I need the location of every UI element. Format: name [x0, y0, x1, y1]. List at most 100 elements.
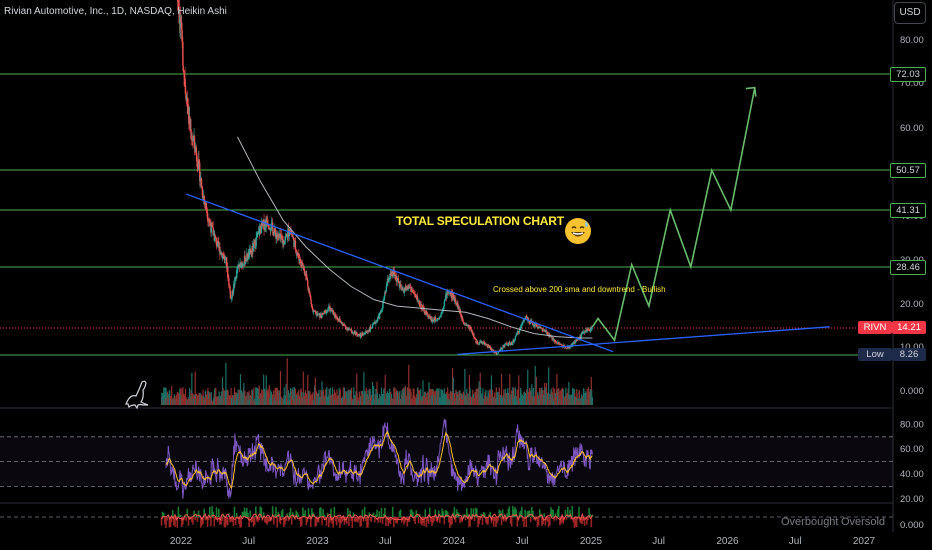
volume-bar [237, 389, 239, 405]
candle-body [406, 287, 409, 290]
volume-bar [550, 388, 552, 405]
candle-body [504, 343, 506, 345]
volume-bar [588, 391, 591, 405]
candle-body [450, 292, 453, 299]
lower-hist-bar [345, 517, 348, 524]
lower-hist-bar [415, 510, 418, 517]
volume-bar [511, 391, 513, 405]
currency-button[interactable]: USD [894, 2, 926, 24]
lower-hist-bar [502, 517, 505, 522]
candle-body [225, 257, 228, 268]
candle-body [328, 306, 330, 310]
lower-hist-bar [268, 517, 271, 522]
candle-body [291, 234, 293, 237]
volume-bar [494, 398, 496, 405]
candle-body [206, 209, 208, 214]
candle-body [523, 319, 526, 321]
lower-hist-bar [316, 517, 319, 523]
lower-hist-bar [571, 506, 574, 517]
lower-hist-bar [446, 511, 449, 517]
candle-body [590, 328, 593, 330]
lower-hist-bar [455, 509, 458, 517]
volume-bar [506, 388, 509, 405]
candle-body [266, 217, 268, 222]
lower-hist-bar [541, 517, 543, 527]
lower-hist-bar [508, 506, 511, 517]
lower-hist-bar [355, 517, 358, 522]
level-tag-28: 28.46 [890, 260, 926, 275]
volume-bar [287, 390, 289, 405]
lower-hist-bar [413, 517, 415, 522]
candle-body [522, 322, 524, 324]
price-axis[interactable]: 10.0020.0030.0040.0060.0070.0080.000.000… [900, 35, 924, 531]
volume-bar [564, 396, 566, 405]
volume-bar [258, 398, 261, 405]
lower-hist-bar [259, 506, 262, 517]
volume-bar [498, 387, 500, 405]
candle-body [439, 315, 441, 317]
volume-bar [373, 399, 375, 405]
candle-body [310, 299, 312, 305]
lower-hist-bar [210, 517, 212, 527]
candle-body [379, 312, 382, 314]
candle-body [206, 213, 209, 220]
lower-hist-bar [286, 513, 289, 517]
candle-body [283, 243, 285, 245]
candle-body [270, 223, 273, 230]
time-axis[interactable]: 2022 Jul 2023 Jul 2024 Jul 2025 Jul 2026 Jul 2027 [170, 536, 876, 547]
lower-hist-bar [448, 517, 450, 523]
volume-bar [341, 396, 344, 405]
lower-hist-bar [303, 513, 305, 517]
volume-bar [302, 371, 304, 405]
lower-hist-bar [308, 517, 311, 520]
candle-body [228, 285, 230, 287]
time-tick-label: 2027 [853, 536, 876, 547]
candle-body [227, 277, 229, 279]
volume-bar [178, 393, 180, 405]
lower-hist-bar [283, 517, 285, 527]
volume-bar [408, 364, 410, 405]
time-tick-label: 2022 [170, 536, 193, 547]
lower-hist-bar [348, 517, 350, 526]
volume-bar [509, 374, 511, 405]
candle-body [584, 331, 586, 333]
lower-hist-bar [331, 517, 333, 524]
lower-hist-bar [506, 513, 508, 517]
volume-bar [376, 393, 378, 405]
volume-bar [395, 389, 398, 405]
volume-bar [456, 391, 458, 405]
volume-bar [513, 387, 515, 405]
candle-body [431, 317, 433, 323]
candle-body [583, 331, 585, 333]
lower-hist-bar [474, 507, 477, 517]
lower-hist-bar [520, 506, 523, 517]
volume-bar [488, 390, 491, 405]
candle-body [569, 346, 571, 349]
volume-bar [515, 396, 518, 405]
volume-bar [270, 390, 272, 405]
candle-body [212, 233, 215, 236]
volume-bar [353, 387, 355, 405]
volume-bar [216, 396, 218, 405]
lower-hist-bar [586, 517, 588, 525]
volume-bar [183, 397, 185, 405]
lower-hist-bar [499, 510, 502, 517]
lower-hist-bar [265, 517, 267, 524]
volume-bar [545, 396, 547, 405]
volume-bar [202, 395, 205, 405]
lower-hist-bar [323, 514, 326, 517]
candle-body [482, 342, 484, 344]
candle-body [202, 196, 205, 200]
volume-bar [309, 391, 311, 405]
candle-body [420, 303, 422, 310]
volume-bar [272, 400, 274, 405]
lower-hist-bar [360, 517, 363, 527]
candle-body [419, 305, 421, 307]
volume-bar [536, 398, 538, 405]
lower-hist-bar [397, 517, 400, 521]
volume-bar [269, 398, 271, 405]
volume-bar [373, 386, 375, 405]
volume-bar [357, 400, 359, 405]
volume-bar [531, 384, 533, 405]
